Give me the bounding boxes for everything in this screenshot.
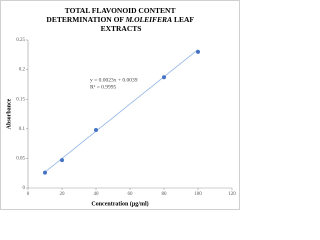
point bbox=[162, 75, 166, 80]
x-tick-label: 60 bbox=[128, 192, 134, 197]
y-axis-label: Absorbance bbox=[6, 98, 12, 129]
trendline bbox=[44, 49, 199, 173]
x-tick-label: 80 bbox=[162, 192, 168, 197]
x-tick-label: 100 bbox=[194, 192, 202, 197]
x-tick-label: 20 bbox=[60, 192, 66, 197]
x-tick-label: 40 bbox=[94, 192, 100, 197]
trendline-equation: y = 0.0023x + 0.0039 bbox=[90, 77, 138, 83]
y-tick-label: 0.05 bbox=[16, 157, 25, 162]
title-line: DETERMINATION OF M.OLEIFERA LEAF bbox=[46, 15, 194, 24]
title-part: LEAF bbox=[174, 15, 194, 24]
title-line: EXTRACTS bbox=[101, 24, 142, 33]
point bbox=[94, 127, 98, 132]
chart: TOTAL FLAVONOID CONTENT DETERMINATION OF… bbox=[0, 0, 240, 210]
point bbox=[196, 49, 200, 54]
chart-title: TOTAL FLAVONOID CONTENT DETERMINATION OF… bbox=[46, 6, 195, 33]
x-tick-label: 0 bbox=[27, 192, 30, 197]
point bbox=[60, 158, 64, 163]
y-tick-label: 0 bbox=[23, 186, 26, 191]
chart-border bbox=[0, 0, 240, 210]
point bbox=[43, 170, 47, 175]
title-part: DETERMINATION OF bbox=[46, 15, 124, 24]
title-part: M.OLEIFERA bbox=[125, 15, 172, 24]
y-tick-label: 0.25 bbox=[16, 38, 25, 43]
x-axis-label: Concentration (µg/ml) bbox=[91, 200, 148, 207]
y-tick-label: 0.2 bbox=[19, 68, 26, 73]
y-tick-label: 0.15 bbox=[16, 97, 25, 102]
title-line: TOTAL FLAVONOID CONTENT bbox=[65, 6, 176, 15]
y-tick-label: 0.1 bbox=[19, 127, 26, 132]
trendline-r2: R² = 0.9995 bbox=[90, 84, 117, 90]
x-tick-label: 120 bbox=[228, 192, 236, 197]
